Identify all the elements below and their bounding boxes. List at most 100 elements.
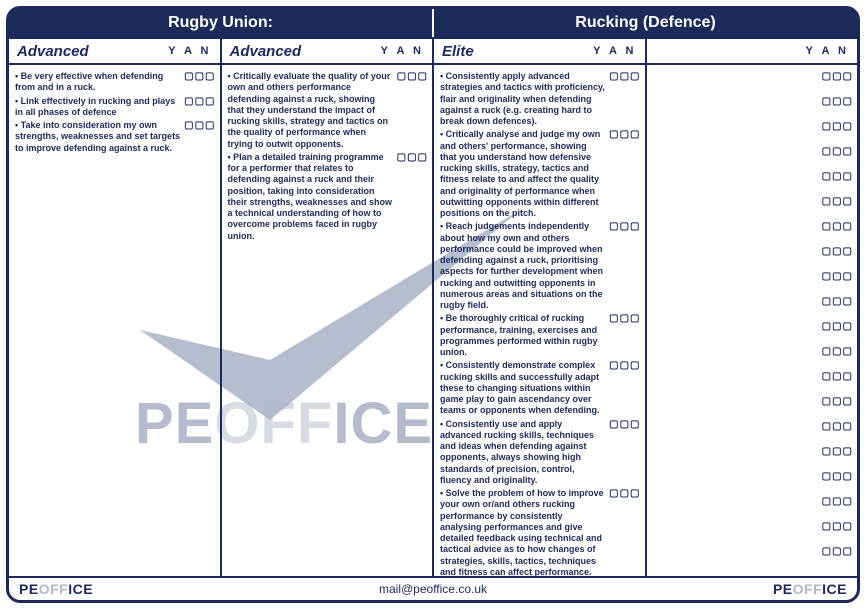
yan-checkboxes[interactable]: ▢▢▢ xyxy=(609,221,640,232)
yan-checkboxes[interactable]: ▢▢▢ xyxy=(397,71,428,82)
criteria-item: Consistently use and apply advanced ruck… xyxy=(440,419,641,487)
yan-checkboxes[interactable]: ▢▢▢ xyxy=(822,171,853,182)
worksheet-page: Rugby Union: Rucking (Defence) Advanced … xyxy=(6,6,860,603)
header-row: Rugby Union: Rucking (Defence) xyxy=(9,9,857,39)
header-right: Rucking (Defence) xyxy=(434,9,857,37)
subheader-col-3: Y A N xyxy=(647,39,858,63)
yan-label: Y A N xyxy=(593,45,636,57)
yan-checkboxes[interactable]: ▢▢▢ xyxy=(822,371,853,382)
yan-checkboxes[interactable]: ▢▢▢ xyxy=(822,121,853,132)
yan-checkboxes[interactable]: ▢▢▢ xyxy=(822,221,853,232)
criteria-text: Critically analyse and judge my own and … xyxy=(440,129,609,219)
level-label: Advanced xyxy=(17,43,89,60)
footer-row: PEOFFICE mail@peoffice.co.uk PEOFFICE xyxy=(9,576,857,600)
yan-checkboxes[interactable]: ▢▢▢ xyxy=(822,496,853,507)
yan-checkboxes[interactable]: ▢▢▢ xyxy=(609,360,640,371)
empty-criteria-row: ▢▢▢ xyxy=(653,246,854,257)
footer-logo-right: PEOFFICE xyxy=(773,581,847,597)
empty-criteria-row: ▢▢▢ xyxy=(653,446,854,457)
column-1: Critically evaluate the quality of your … xyxy=(222,65,435,576)
criteria-item: Consistently demonstrate complex rucking… xyxy=(440,360,641,416)
criteria-text: Plan a detailed training programme for a… xyxy=(228,152,397,242)
yan-checkboxes[interactable]: ▢▢▢ xyxy=(822,96,853,107)
criteria-text: Take into consideration my own strengths… xyxy=(15,120,184,154)
criteria-item: Be thoroughly critical of rucking perfor… xyxy=(440,313,641,358)
yan-checkboxes[interactable]: ▢▢▢ xyxy=(822,71,853,82)
empty-criteria-row: ▢▢▢ xyxy=(653,271,854,282)
yan-checkboxes[interactable]: ▢▢▢ xyxy=(822,196,853,207)
yan-checkboxes[interactable]: ▢▢▢ xyxy=(609,488,640,499)
body-row: Be very effective when defending from an… xyxy=(9,65,857,576)
column-2: Consistently apply advanced strategies a… xyxy=(434,65,647,576)
criteria-item: Take into consideration my own strengths… xyxy=(15,120,216,154)
yan-checkboxes[interactable]: ▢▢▢ xyxy=(822,271,853,282)
empty-criteria-row: ▢▢▢ xyxy=(653,96,854,107)
footer-email: mail@peoffice.co.uk xyxy=(379,582,487,596)
empty-criteria-row: ▢▢▢ xyxy=(653,421,854,432)
criteria-text: Reach judgements independently about how… xyxy=(440,221,609,311)
empty-criteria-row: ▢▢▢ xyxy=(653,471,854,482)
yan-checkboxes[interactable]: ▢▢▢ xyxy=(822,346,853,357)
empty-criteria-row: ▢▢▢ xyxy=(653,346,854,357)
yan-checkboxes[interactable]: ▢▢▢ xyxy=(822,296,853,307)
yan-checkboxes[interactable]: ▢▢▢ xyxy=(609,313,640,324)
yan-checkboxes[interactable]: ▢▢▢ xyxy=(822,396,853,407)
empty-criteria-row: ▢▢▢ xyxy=(653,321,854,332)
criteria-text: Solve the problem of how to improve your… xyxy=(440,488,609,576)
yan-label: Y A N xyxy=(806,45,849,57)
criteria-item: Link effectively in rucking and plays in… xyxy=(15,96,216,119)
criteria-text: Critically evaluate the quality of your … xyxy=(228,71,397,150)
empty-criteria-row: ▢▢▢ xyxy=(653,521,854,532)
level-label: Advanced xyxy=(230,43,302,60)
header-left: Rugby Union: xyxy=(9,9,434,37)
empty-criteria-row: ▢▢▢ xyxy=(653,221,854,232)
criteria-text: Consistently use and apply advanced ruck… xyxy=(440,419,609,487)
empty-criteria-row: ▢▢▢ xyxy=(653,146,854,157)
yan-checkboxes[interactable]: ▢▢▢ xyxy=(822,446,853,457)
criteria-item: Be very effective when defending from an… xyxy=(15,71,216,94)
column-0: Be very effective when defending from an… xyxy=(9,65,222,576)
footer-logo-left: PEOFFICE xyxy=(19,581,93,597)
yan-checkboxes[interactable]: ▢▢▢ xyxy=(822,521,853,532)
empty-criteria-row: ▢▢▢ xyxy=(653,121,854,132)
criteria-item: Critically evaluate the quality of your … xyxy=(228,71,429,150)
yan-checkboxes[interactable]: ▢▢▢ xyxy=(822,321,853,332)
yan-checkboxes[interactable]: ▢▢▢ xyxy=(822,471,853,482)
criteria-text: Consistently demonstrate complex rucking… xyxy=(440,360,609,416)
level-label: Elite xyxy=(442,43,474,60)
criteria-text: Link effectively in rucking and plays in… xyxy=(15,96,184,119)
yan-checkboxes[interactable]: ▢▢▢ xyxy=(822,421,853,432)
yan-checkboxes[interactable]: ▢▢▢ xyxy=(822,246,853,257)
subheader-col-1: Advanced Y A N xyxy=(222,39,435,63)
yan-checkboxes[interactable]: ▢▢▢ xyxy=(609,129,640,140)
yan-checkboxes[interactable]: ▢▢▢ xyxy=(609,71,640,82)
criteria-text: Be very effective when defending from an… xyxy=(15,71,184,94)
criteria-item: Plan a detailed training programme for a… xyxy=(228,152,429,242)
criteria-item: Critically analyse and judge my own and … xyxy=(440,129,641,219)
yan-checkboxes[interactable]: ▢▢▢ xyxy=(184,96,215,107)
empty-criteria-row: ▢▢▢ xyxy=(653,371,854,382)
yan-checkboxes[interactable]: ▢▢▢ xyxy=(822,546,853,557)
criteria-text: Be thoroughly critical of rucking perfor… xyxy=(440,313,609,358)
empty-criteria-row: ▢▢▢ xyxy=(653,171,854,182)
criteria-item: Solve the problem of how to improve your… xyxy=(440,488,641,576)
criteria-item: Reach judgements independently about how… xyxy=(440,221,641,311)
subheader-row: Advanced Y A N Advanced Y A N Elite Y A … xyxy=(9,39,857,65)
column-3: ▢▢▢ ▢▢▢ ▢▢▢ ▢▢▢ ▢▢▢ ▢▢▢ ▢▢▢ ▢▢▢ ▢▢▢ ▢▢▢ ▢▢▢ ▢▢▢ ▢▢▢ ▢… xyxy=(647,65,858,576)
yan-checkboxes[interactable]: ▢▢▢ xyxy=(822,146,853,157)
criteria-text: Consistently apply advanced strategies a… xyxy=(440,71,609,127)
subheader-col-2: Elite Y A N xyxy=(434,39,647,63)
empty-criteria-row: ▢▢▢ xyxy=(653,71,854,82)
yan-checkboxes[interactable]: ▢▢▢ xyxy=(184,71,215,82)
empty-criteria-row: ▢▢▢ xyxy=(653,196,854,207)
empty-criteria-row: ▢▢▢ xyxy=(653,396,854,407)
yan-checkboxes[interactable]: ▢▢▢ xyxy=(184,120,215,131)
yan-label: Y A N xyxy=(168,45,211,57)
yan-checkboxes[interactable]: ▢▢▢ xyxy=(609,419,640,430)
yan-label: Y A N xyxy=(381,45,424,57)
empty-criteria-row: ▢▢▢ xyxy=(653,546,854,557)
yan-checkboxes[interactable]: ▢▢▢ xyxy=(397,152,428,163)
criteria-item: Consistently apply advanced strategies a… xyxy=(440,71,641,127)
empty-criteria-row: ▢▢▢ xyxy=(653,496,854,507)
empty-criteria-row: ▢▢▢ xyxy=(653,296,854,307)
